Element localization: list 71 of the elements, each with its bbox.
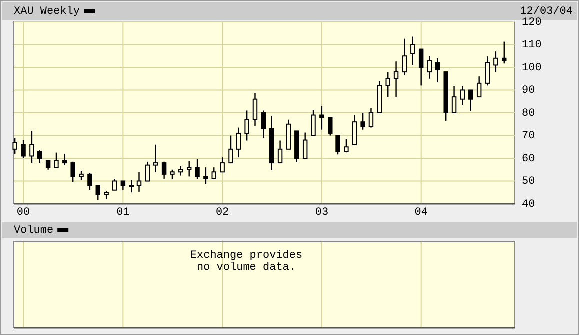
candlestick (62, 153, 68, 166)
candlestick (435, 58, 440, 84)
y-tick-label: 80 (522, 108, 536, 120)
candlestick (402, 38, 408, 76)
chart-title: XAU Weekly (14, 6, 80, 18)
text: 12/03/04 (520, 6, 574, 18)
y-tick-label: 110 (522, 40, 542, 52)
candlestick (427, 56, 432, 80)
candlestick (96, 185, 100, 201)
candlestick (186, 160, 192, 178)
candlestick (54, 152, 59, 168)
x-tick-label: 04 (414, 207, 428, 219)
y-tick-label: 120 (522, 16, 542, 29)
candlestick (452, 86, 457, 114)
y-tick-label: 60 (522, 153, 536, 166)
candlestick (162, 161, 167, 180)
candlestick (344, 138, 349, 154)
candlestick (278, 140, 283, 164)
candlestick (485, 56, 490, 86)
candlestick (212, 167, 216, 180)
candlestick (368, 108, 374, 128)
candlestick (476, 76, 482, 98)
y-tick-label: 100 (522, 62, 542, 74)
text: Volume (14, 224, 54, 237)
y-tick-label: 70 (522, 130, 536, 143)
candlestick (494, 50, 498, 73)
candlestick (386, 71, 390, 98)
x-tick-label: 01 (116, 207, 130, 219)
candlestick (21, 140, 26, 160)
candlestick (46, 160, 51, 170)
candlestick (195, 158, 200, 180)
candlestick (468, 90, 474, 112)
candlestick (360, 112, 366, 130)
candlestick (136, 172, 142, 193)
y-tick-label: 90 (522, 85, 536, 98)
candlestick (228, 135, 234, 164)
candlestick (79, 170, 84, 181)
candlestick (204, 167, 208, 185)
candlestick (70, 161, 76, 183)
text: Exchange provides no volume data. (190, 250, 303, 274)
x-tick-label: 02 (216, 207, 230, 219)
candlestick (352, 114, 357, 146)
candlestick (153, 144, 158, 173)
candlestick (328, 116, 333, 136)
x-tick-label: 03 (315, 207, 329, 219)
candlestick (311, 109, 316, 136)
x-tick-label: 00 (16, 207, 30, 219)
candlestick (460, 86, 466, 106)
candlestick (220, 156, 225, 173)
candlestick (418, 48, 424, 86)
candlestick (236, 127, 241, 158)
y-tick-label: 40 (522, 198, 536, 211)
candlestick (129, 180, 134, 194)
candlestick (145, 161, 150, 182)
candlestick (88, 172, 92, 191)
y-tick-label: 50 (522, 176, 536, 188)
candlestick (252, 92, 258, 127)
candlestick (410, 36, 416, 66)
candlestick (336, 135, 340, 156)
candlestick (178, 166, 184, 176)
candlestick (320, 106, 324, 130)
candlestick (502, 41, 507, 64)
candlestick (38, 150, 42, 164)
candlestick (170, 169, 175, 180)
candlestick (30, 130, 34, 164)
candlestick (120, 180, 126, 191)
candlestick (261, 110, 266, 139)
candlestick (112, 178, 118, 191)
candlestick (394, 60, 399, 98)
candlestick (302, 132, 308, 160)
candlestick (244, 110, 250, 142)
